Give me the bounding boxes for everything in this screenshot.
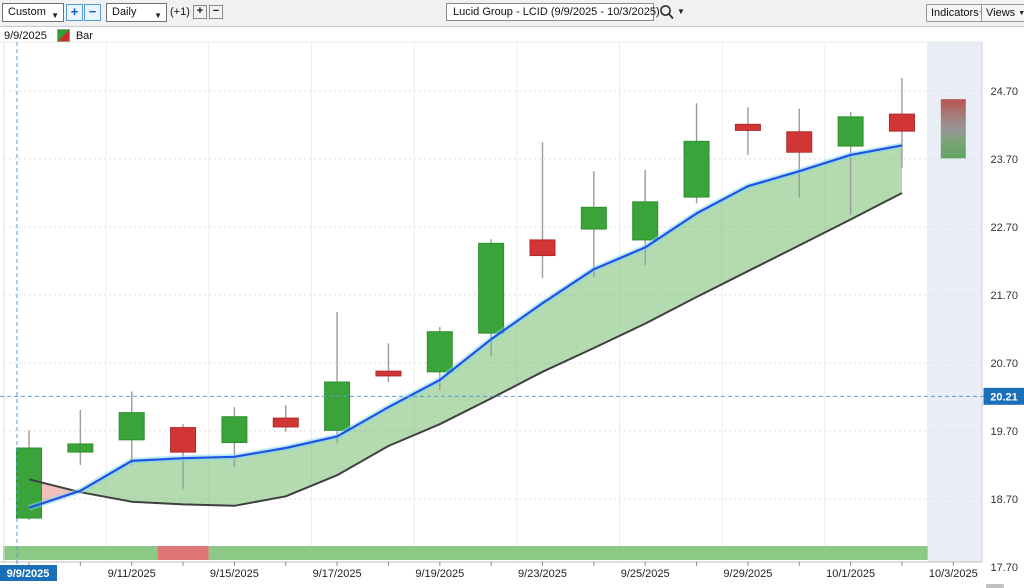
chevron-down-icon: ▼ <box>1018 10 1024 17</box>
x-tick-label: 9/11/2025 <box>108 568 156 580</box>
x-axis[interactable]: 9/9/2025 9/11/2025 9/15/2025 9/17/2025 9/19/… <box>0 565 978 581</box>
period-selector-value: Daily <box>112 6 137 18</box>
chart-legend: 9/9/2025 Bar <box>4 29 93 42</box>
legend-hover-date: 9/9/2025 <box>4 29 47 42</box>
sentiment-segment-green <box>208 546 928 560</box>
crosshair-price-badge <box>983 387 1024 405</box>
candle-10/2/2025[interactable] <box>888 78 915 168</box>
x-tick-label: 10/1/2025 <box>826 568 875 580</box>
candle-9/26/2025[interactable] <box>683 103 710 204</box>
candle-9/22/2025[interactable] <box>478 239 505 357</box>
views-button[interactable]: Views ▼ <box>981 4 1024 22</box>
search-icon[interactable] <box>659 4 675 24</box>
candle-9/11/2025[interactable] <box>118 391 145 465</box>
crosshair <box>0 42 984 565</box>
candle-9/10/2025[interactable] <box>67 409 94 465</box>
candle-9/29/2025[interactable] <box>734 107 761 155</box>
candle-9/30/2025[interactable] <box>786 108 813 198</box>
x-tick-label: 9/17/2025 <box>313 568 362 580</box>
band-fill <box>29 145 902 508</box>
candle-9/23/2025[interactable] <box>529 142 556 278</box>
x-tick-label: 10/3/2025 <box>929 568 978 580</box>
candle-9/17/2025[interactable] <box>324 312 351 444</box>
candle-9/15/2025[interactable] <box>221 407 248 468</box>
y-tick-label: 22.70 <box>990 222 1018 234</box>
y-tick-label: 20.70 <box>990 358 1018 370</box>
chevron-down-icon: ▼ <box>51 11 59 20</box>
symbol-title-box[interactable]: Lucid Group - LCID (9/9/2025 - 10/3/2025… <box>446 3 660 21</box>
x-tick-label: 9/23/2025 <box>518 568 567 580</box>
sentiment-strip <box>3 546 928 560</box>
indicators-button[interactable]: Indicators▼ <box>926 4 991 22</box>
range-selector-value: Custom <box>8 6 46 18</box>
candle-9/19/2025[interactable] <box>426 326 453 391</box>
y-axis[interactable]: 24.70 23.70 22.70 21.70 20.70 19.70 18.70 17.70… <box>983 86 1024 574</box>
sentiment-segment-green <box>3 546 158 560</box>
zoom-out-button[interactable]: − <box>84 4 101 21</box>
slow-band-line <box>28 192 903 507</box>
legend-series-label[interactable]: Bar <box>75 29 93 42</box>
remove-bar-button[interactable]: − <box>209 5 223 19</box>
plot-frame <box>0 41 983 566</box>
y-tick-label: 17.70 <box>990 562 1018 574</box>
extra-bars-label: (+1) <box>170 6 190 18</box>
candle-9/16/2025[interactable] <box>272 405 299 432</box>
crosshair-date-badge <box>0 565 57 581</box>
add-bar-button[interactable]: + <box>193 5 207 19</box>
forming-bar-10/3/2025[interactable] <box>940 99 966 159</box>
crosshair-price-badge-label: 20.21 <box>990 391 1018 403</box>
x-tick-label: 9/29/2025 <box>723 568 772 580</box>
range-selector-dropdown[interactable]: Custom ▼ <box>2 3 64 22</box>
period-selector-dropdown[interactable]: Daily ▼ <box>106 3 167 22</box>
y-tick-label: 24.70 <box>990 86 1018 98</box>
crosshair-date-badge-label: 9/9/2025 <box>7 568 50 580</box>
candle-9/18/2025[interactable] <box>375 343 402 383</box>
x-tick-label: 9/25/2025 <box>621 568 670 580</box>
x-tick-label: 9/15/2025 <box>210 568 259 580</box>
toolbar: Custom ▼ + − Daily ▼ (+1) + − Lucid Grou… <box>0 0 1024 27</box>
y-tick-label: 19.70 <box>990 426 1018 438</box>
bar-series-swatch-icon <box>56 29 70 42</box>
candle-9/24/2025[interactable] <box>580 171 607 278</box>
fast-band-line <box>28 144 903 509</box>
y-tick-label: 23.70 <box>990 154 1018 166</box>
y-tick-label: 18.70 <box>990 494 1018 506</box>
x-tick-label: 9/19/2025 <box>415 568 464 580</box>
y-tick-label: 21.70 <box>990 290 1018 302</box>
sentiment-segment-red <box>157 546 209 560</box>
scrollbar-grip[interactable] <box>986 584 1004 588</box>
candlesticks[interactable] <box>16 78 915 521</box>
zoom-in-button[interactable]: + <box>66 4 83 21</box>
search-dropdown-caret[interactable]: ▼ <box>677 7 685 16</box>
chevron-down-icon: ▼ <box>154 11 162 20</box>
candle-10/1/2025[interactable] <box>837 112 864 215</box>
